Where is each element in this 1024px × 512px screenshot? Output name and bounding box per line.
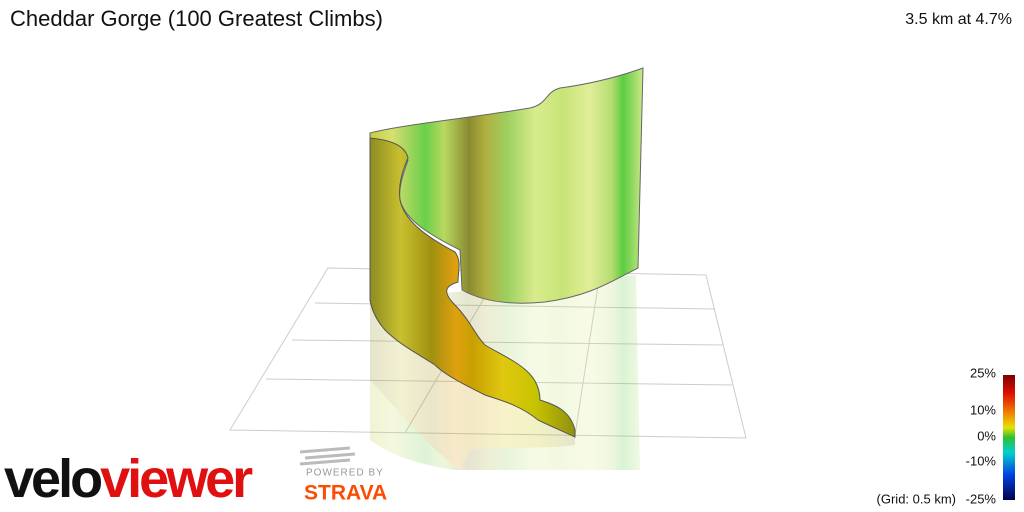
grid-note: (Grid: 0.5 km) — [877, 491, 956, 506]
profile-wall — [369, 67, 644, 304]
title: Cheddar Gorge (100 Greatest Climbs) — [10, 6, 383, 31]
logo: veloviewer — [4, 449, 253, 509]
scale-label: 0% — [977, 428, 996, 443]
strava-mark — [299, 446, 356, 466]
profile-front — [369, 137, 576, 438]
gradient-scale — [1003, 375, 1015, 500]
summary: 3.5 km at 4.7% — [905, 11, 1012, 28]
strava: STRAVA — [304, 482, 387, 505]
scale-label: -10% — [966, 453, 997, 468]
scale-label: 25% — [970, 365, 996, 380]
powered-by: POWERED BY — [306, 468, 384, 479]
scale-label: 10% — [970, 402, 996, 417]
scale-label: -25% — [966, 491, 997, 506]
